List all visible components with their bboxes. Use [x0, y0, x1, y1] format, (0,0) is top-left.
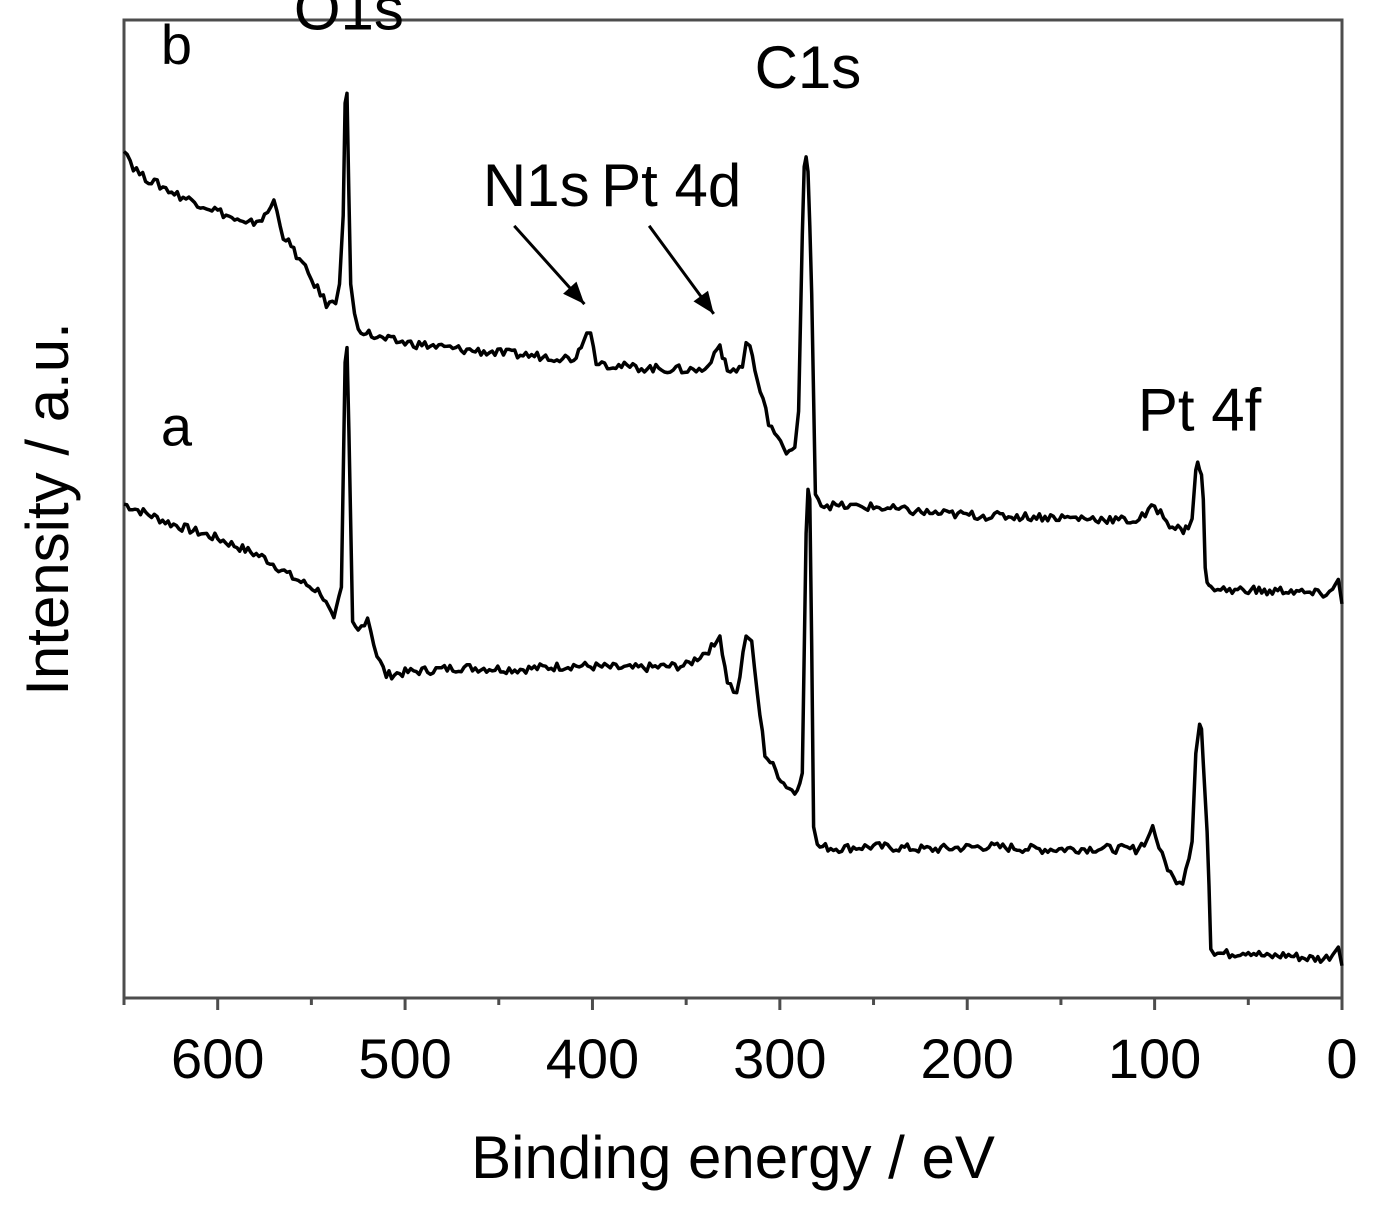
- x-axis-ticks: 600 500 400 300 200 100 0: [122, 998, 1358, 1090]
- x-tick-label: 300: [733, 1027, 826, 1090]
- annotation-arrowhead: [563, 281, 585, 305]
- series-line-a: [123, 345, 1344, 967]
- x-tick-label: 100: [1108, 1027, 1201, 1090]
- x-tick-label: 200: [921, 1027, 1014, 1090]
- peak-label-pt-4d: Pt 4d: [601, 152, 741, 219]
- x-tick-label: 0: [1326, 1027, 1357, 1090]
- x-tick-label: 400: [546, 1027, 639, 1090]
- peak-label-o1s: O1s: [294, 0, 404, 42]
- series-label-a: a: [161, 395, 193, 458]
- peak-label-n1s: N1s: [483, 152, 590, 219]
- x-tick-label: 500: [358, 1027, 451, 1090]
- plot-border: [122, 18, 1344, 1000]
- y-axis-title: Intensity / a.u.: [14, 322, 81, 696]
- plot-frame: [122, 18, 1344, 1000]
- peak-label-c1s: C1s: [755, 34, 862, 101]
- peak-label-pt-4f: Pt 4f: [1138, 376, 1262, 443]
- series-labels: ab: [161, 13, 193, 457]
- peak-annotations: O1s C1s N1s Pt 4d Pt 4f: [294, 0, 1262, 443]
- series-label-b: b: [161, 13, 192, 76]
- x-axis-title: Binding energy / eV: [471, 1124, 995, 1191]
- spectra: [122, 91, 1344, 967]
- series-line-b: [122, 91, 1344, 605]
- annotation-arrowhead: [693, 290, 714, 314]
- x-tick-label: 600: [171, 1027, 264, 1090]
